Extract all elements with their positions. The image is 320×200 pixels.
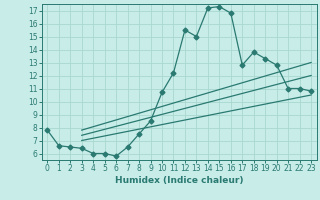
X-axis label: Humidex (Indice chaleur): Humidex (Indice chaleur) — [115, 176, 244, 185]
